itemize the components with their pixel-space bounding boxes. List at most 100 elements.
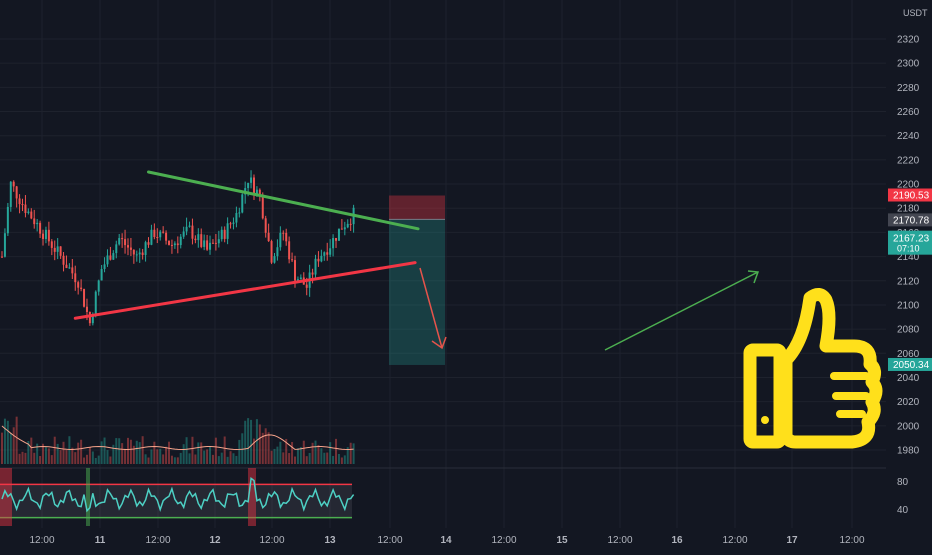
volume-bar: [230, 451, 232, 464]
volume-bar: [150, 449, 152, 464]
volume-bar: [262, 433, 264, 464]
volume-bar: [350, 443, 352, 464]
candle-body: [36, 223, 38, 224]
candle-body: [130, 248, 132, 250]
candle-body: [262, 195, 264, 219]
volume-bar: [121, 443, 123, 464]
candle-body: [115, 244, 117, 253]
candle-body: [203, 240, 205, 247]
candle-body: [57, 246, 59, 251]
candle-body: [63, 256, 65, 265]
volume-bar: [279, 442, 281, 464]
candle-body: [148, 242, 150, 245]
volume-bar: [197, 442, 199, 464]
candle-body: [332, 238, 334, 248]
candle-body: [133, 250, 135, 255]
volume-bar: [13, 427, 15, 464]
volume-bar: [276, 447, 278, 464]
candle-body: [106, 255, 108, 264]
volume-bar: [145, 454, 147, 464]
volume-bar: [45, 447, 47, 464]
candle-body: [344, 227, 346, 229]
volume-bar: [80, 440, 82, 464]
candle-body: [194, 239, 196, 240]
candle-body: [89, 312, 91, 323]
candle-body: [127, 245, 129, 247]
short-position-tool[interactable]: [389, 196, 445, 365]
candle-body: [224, 230, 226, 239]
price-tick-label: 1980: [897, 446, 920, 457]
price-tick-label: 2280: [897, 83, 920, 94]
volume-bar: [22, 452, 24, 464]
volume-bar: [180, 453, 182, 464]
volume-bar: [106, 450, 108, 464]
volume-bar: [203, 451, 205, 464]
candle-body: [326, 252, 328, 254]
rsi-tick-label: 40: [897, 505, 909, 516]
volume-bar: [24, 453, 26, 464]
candle-body: [279, 233, 281, 247]
candle-body: [227, 223, 229, 239]
volume-bar: [312, 443, 314, 464]
candle-body: [168, 241, 170, 245]
time-tick-label: 12:00: [29, 535, 54, 546]
time-tick-label: 12:00: [839, 535, 864, 546]
time-tick-label: 15: [556, 535, 568, 546]
candle-body: [183, 231, 185, 236]
volume-bar: [288, 453, 290, 464]
upper-trendline: [149, 172, 419, 229]
volume-bar: [227, 457, 229, 464]
candle-body: [218, 239, 220, 243]
volume-bar: [83, 458, 85, 464]
volume-bar: [294, 457, 296, 464]
candle-body: [101, 269, 103, 280]
candle-body: [285, 233, 287, 241]
volume-bar: [326, 453, 328, 464]
time-tick-label: 12:00: [259, 535, 284, 546]
rsi-tick-label: 80: [897, 477, 909, 488]
candle-body: [250, 177, 252, 182]
drawings[interactable]: [75, 172, 876, 446]
price-tick-label: 2240: [897, 131, 920, 142]
volume-bar: [177, 457, 179, 464]
candle-body: [156, 237, 158, 238]
time-tick-label: 12:00: [722, 535, 747, 546]
volume-bar: [57, 444, 59, 464]
candle-body: [323, 252, 325, 256]
candle-body: [271, 241, 273, 263]
thumbs-up-icon: [750, 294, 876, 446]
volume-bar: [118, 438, 120, 464]
candle-body: [121, 238, 123, 239]
candle-body: [145, 242, 147, 255]
volume-bar: [174, 457, 176, 464]
candle-body: [10, 182, 12, 207]
price-tick-label: 2040: [897, 373, 920, 384]
volume-bar: [344, 455, 346, 464]
volume-bar: [206, 449, 208, 464]
volume-bar: [232, 453, 234, 464]
volume-bar: [273, 449, 275, 464]
price-tick-label: 2080: [897, 325, 920, 336]
candle-body: [209, 243, 211, 250]
volume-bar: [183, 444, 185, 464]
volume-bar: [165, 447, 167, 464]
volume-bar: [7, 421, 9, 464]
volume-bar: [71, 448, 73, 464]
candle-body: [320, 256, 322, 262]
volume-bar: [168, 442, 170, 464]
candle-body: [291, 259, 293, 260]
candle-body: [153, 230, 155, 237]
volume-bar: [139, 442, 141, 464]
candle-body: [13, 182, 15, 187]
volume-bar: [353, 443, 355, 464]
candle-body: [118, 238, 120, 244]
volume-bar: [212, 455, 214, 464]
volume-pane: [1, 417, 355, 464]
candle-body: [24, 205, 26, 213]
volume-bar: [320, 448, 322, 464]
time-tick-label: 13: [324, 535, 336, 546]
time-tick-label: 12:00: [607, 535, 632, 546]
volume-bar: [171, 456, 173, 464]
